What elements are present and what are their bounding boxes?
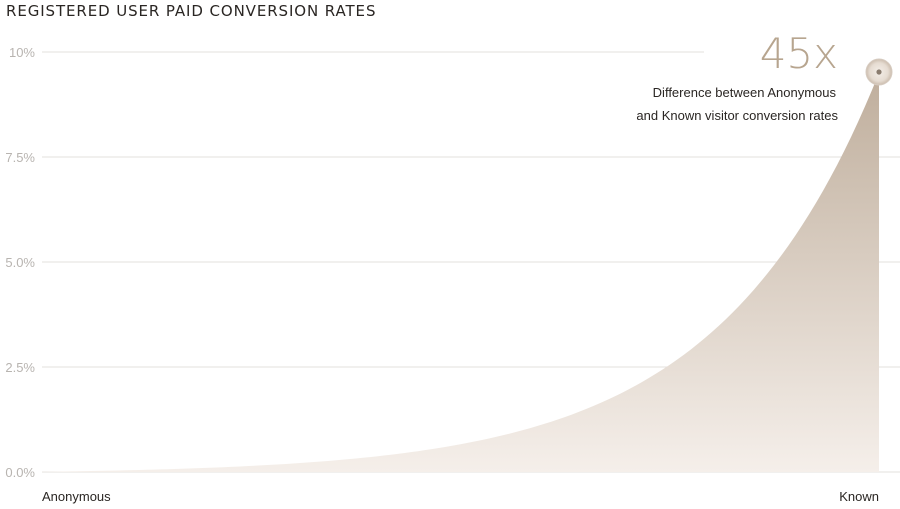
y-tick-label: 10% — [9, 45, 35, 60]
conversion-area — [42, 73, 879, 472]
known-point-marker — [865, 58, 893, 86]
y-axis-ticks: 0.0% 2.5% 5.0% 7.5% 10% — [5, 45, 35, 480]
y-tick-label: 2.5% — [5, 360, 35, 375]
marker-dot — [876, 69, 882, 75]
y-tick-label: 7.5% — [5, 150, 35, 165]
annotation-line-1: Difference between Anonymous — [653, 85, 837, 100]
y-tick-label: 0.0% — [5, 465, 35, 480]
x-tick-label: Known — [839, 489, 879, 504]
annotation-line-2: and Known visitor conversion rates — [636, 108, 838, 123]
multiplier-value: 45x — [760, 29, 838, 78]
chart-title: REGISTERED USER PAID CONVERSION RATES — [6, 2, 377, 20]
x-axis-ticks: Anonymous Known — [42, 489, 879, 504]
x-tick-label: Anonymous — [42, 489, 111, 504]
y-tick-label: 5.0% — [5, 255, 35, 270]
